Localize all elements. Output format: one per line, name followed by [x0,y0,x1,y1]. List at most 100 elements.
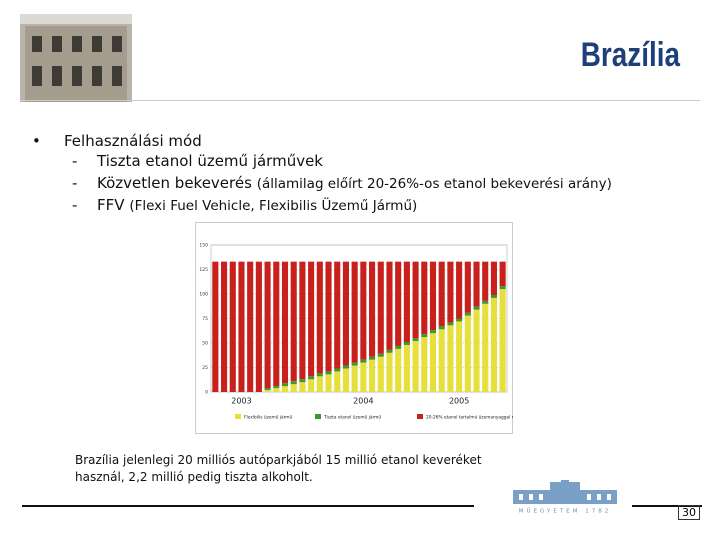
building-photo [20,14,132,102]
bar-segment [482,300,489,304]
x-tick-label: 2004 [353,397,373,406]
bar-segment [342,365,349,369]
sub-bullet: FFV (Flexi Fuel Vehicle, Flexibilis Üzem… [97,196,417,214]
bar-segment [377,353,384,357]
footer-line [22,505,474,507]
bar-segment [464,261,471,313]
bar-segment [273,386,280,389]
bar-segment [473,309,480,392]
bar-segment [351,362,358,366]
bar-segment [464,312,471,316]
bar-segment [447,325,454,392]
bar-segment [273,388,280,392]
bar-segment [325,261,332,372]
bar-segment [490,297,497,392]
bar-segment [421,337,428,392]
bar-segment [499,289,506,392]
bar-segment [369,356,376,360]
bar-segment [377,261,384,354]
bar-segment [429,261,437,331]
bar-segment [412,338,419,342]
bar-segment [212,261,219,392]
bar-segment [412,261,419,339]
bar-segment [456,321,463,392]
legend-swatch [315,414,321,419]
bar-segment [308,379,315,392]
bar-segment [386,261,393,350]
logo: MŰEGYETEM 1782 [513,480,617,515]
bar-segment [403,344,410,392]
bar-segment [429,330,437,334]
bar-segment [281,383,289,387]
bar-segment [438,329,445,392]
bar-segment [490,294,497,298]
bar-segment [290,381,297,385]
dash: - [72,196,78,214]
bar-segment [412,341,419,392]
bar-segment [281,386,289,392]
bar-segment [264,261,271,389]
bar-segment [325,371,332,375]
divider [20,100,700,101]
bar-segment [438,326,445,330]
bar-segment [299,382,306,392]
sub-bullet-text: Közvetlen bekeverés [97,174,252,192]
bar-segment [395,345,402,349]
bar-segment [334,261,341,369]
bar-segment [229,261,236,392]
y-tick-label: 75 [202,316,208,322]
bar-segment [316,376,323,392]
bar-segment [395,348,402,392]
bar-segment [247,261,254,392]
bar-segment [360,261,367,360]
logo-text: MŰEGYETEM 1782 [519,508,611,515]
page-number: 30 [678,505,700,520]
slide-title: Brazília [580,36,680,74]
bar-segment [386,352,393,392]
bar-segment [377,356,384,392]
bar-segment [360,362,367,392]
y-tick-label: 100 [199,292,208,298]
bar-segment [395,261,402,346]
bar-segment [316,373,323,377]
bar-segment [299,379,306,383]
bar-segment [290,384,297,392]
bar-segment [325,374,332,392]
bar-segment [308,261,315,377]
bar-segment [238,261,245,392]
bar-segment [369,261,376,357]
bar-segment [273,261,280,387]
dash: - [72,152,78,170]
bar-segment [482,303,489,392]
bar-segment [264,388,271,391]
bar-segment [290,261,297,382]
bar-segment [334,371,341,392]
legend-label: Flexibilis üzemű jármű [244,414,292,421]
caption: Brazília jelenlegi 20 milliós autóparkjá… [75,453,482,484]
bar-segment [403,261,410,343]
x-tick-label: 2003 [231,397,251,406]
bullet-mark: • [32,132,41,150]
footer-line [632,505,702,507]
bar-segment [299,261,306,380]
bar-segment [490,261,497,295]
bar-segment [464,315,471,392]
x-tick-label: 2005 [449,397,469,406]
bar-segment [482,261,489,301]
sub-bullet-note: (államilag előírt 20-26%-os etanol bekev… [256,176,612,192]
bar-segment [342,368,349,392]
bar-segment [473,261,480,307]
bar-segment [360,359,367,363]
bar-segment [403,342,410,345]
bar-segment [421,261,428,335]
bar-segment [342,261,349,366]
y-tick-label: 125 [199,267,208,273]
bar-segment [429,333,437,392]
sub-bullet: Tiszta etanol üzemű járművek [97,152,323,170]
bar-segment [334,368,341,372]
sub-bullet-note: (Flexi Fuel Vehicle, Flexibilis Üzemű Já… [129,198,418,214]
bar-segment [255,261,262,392]
bar-segment [421,334,428,338]
legend-swatch [235,414,241,419]
